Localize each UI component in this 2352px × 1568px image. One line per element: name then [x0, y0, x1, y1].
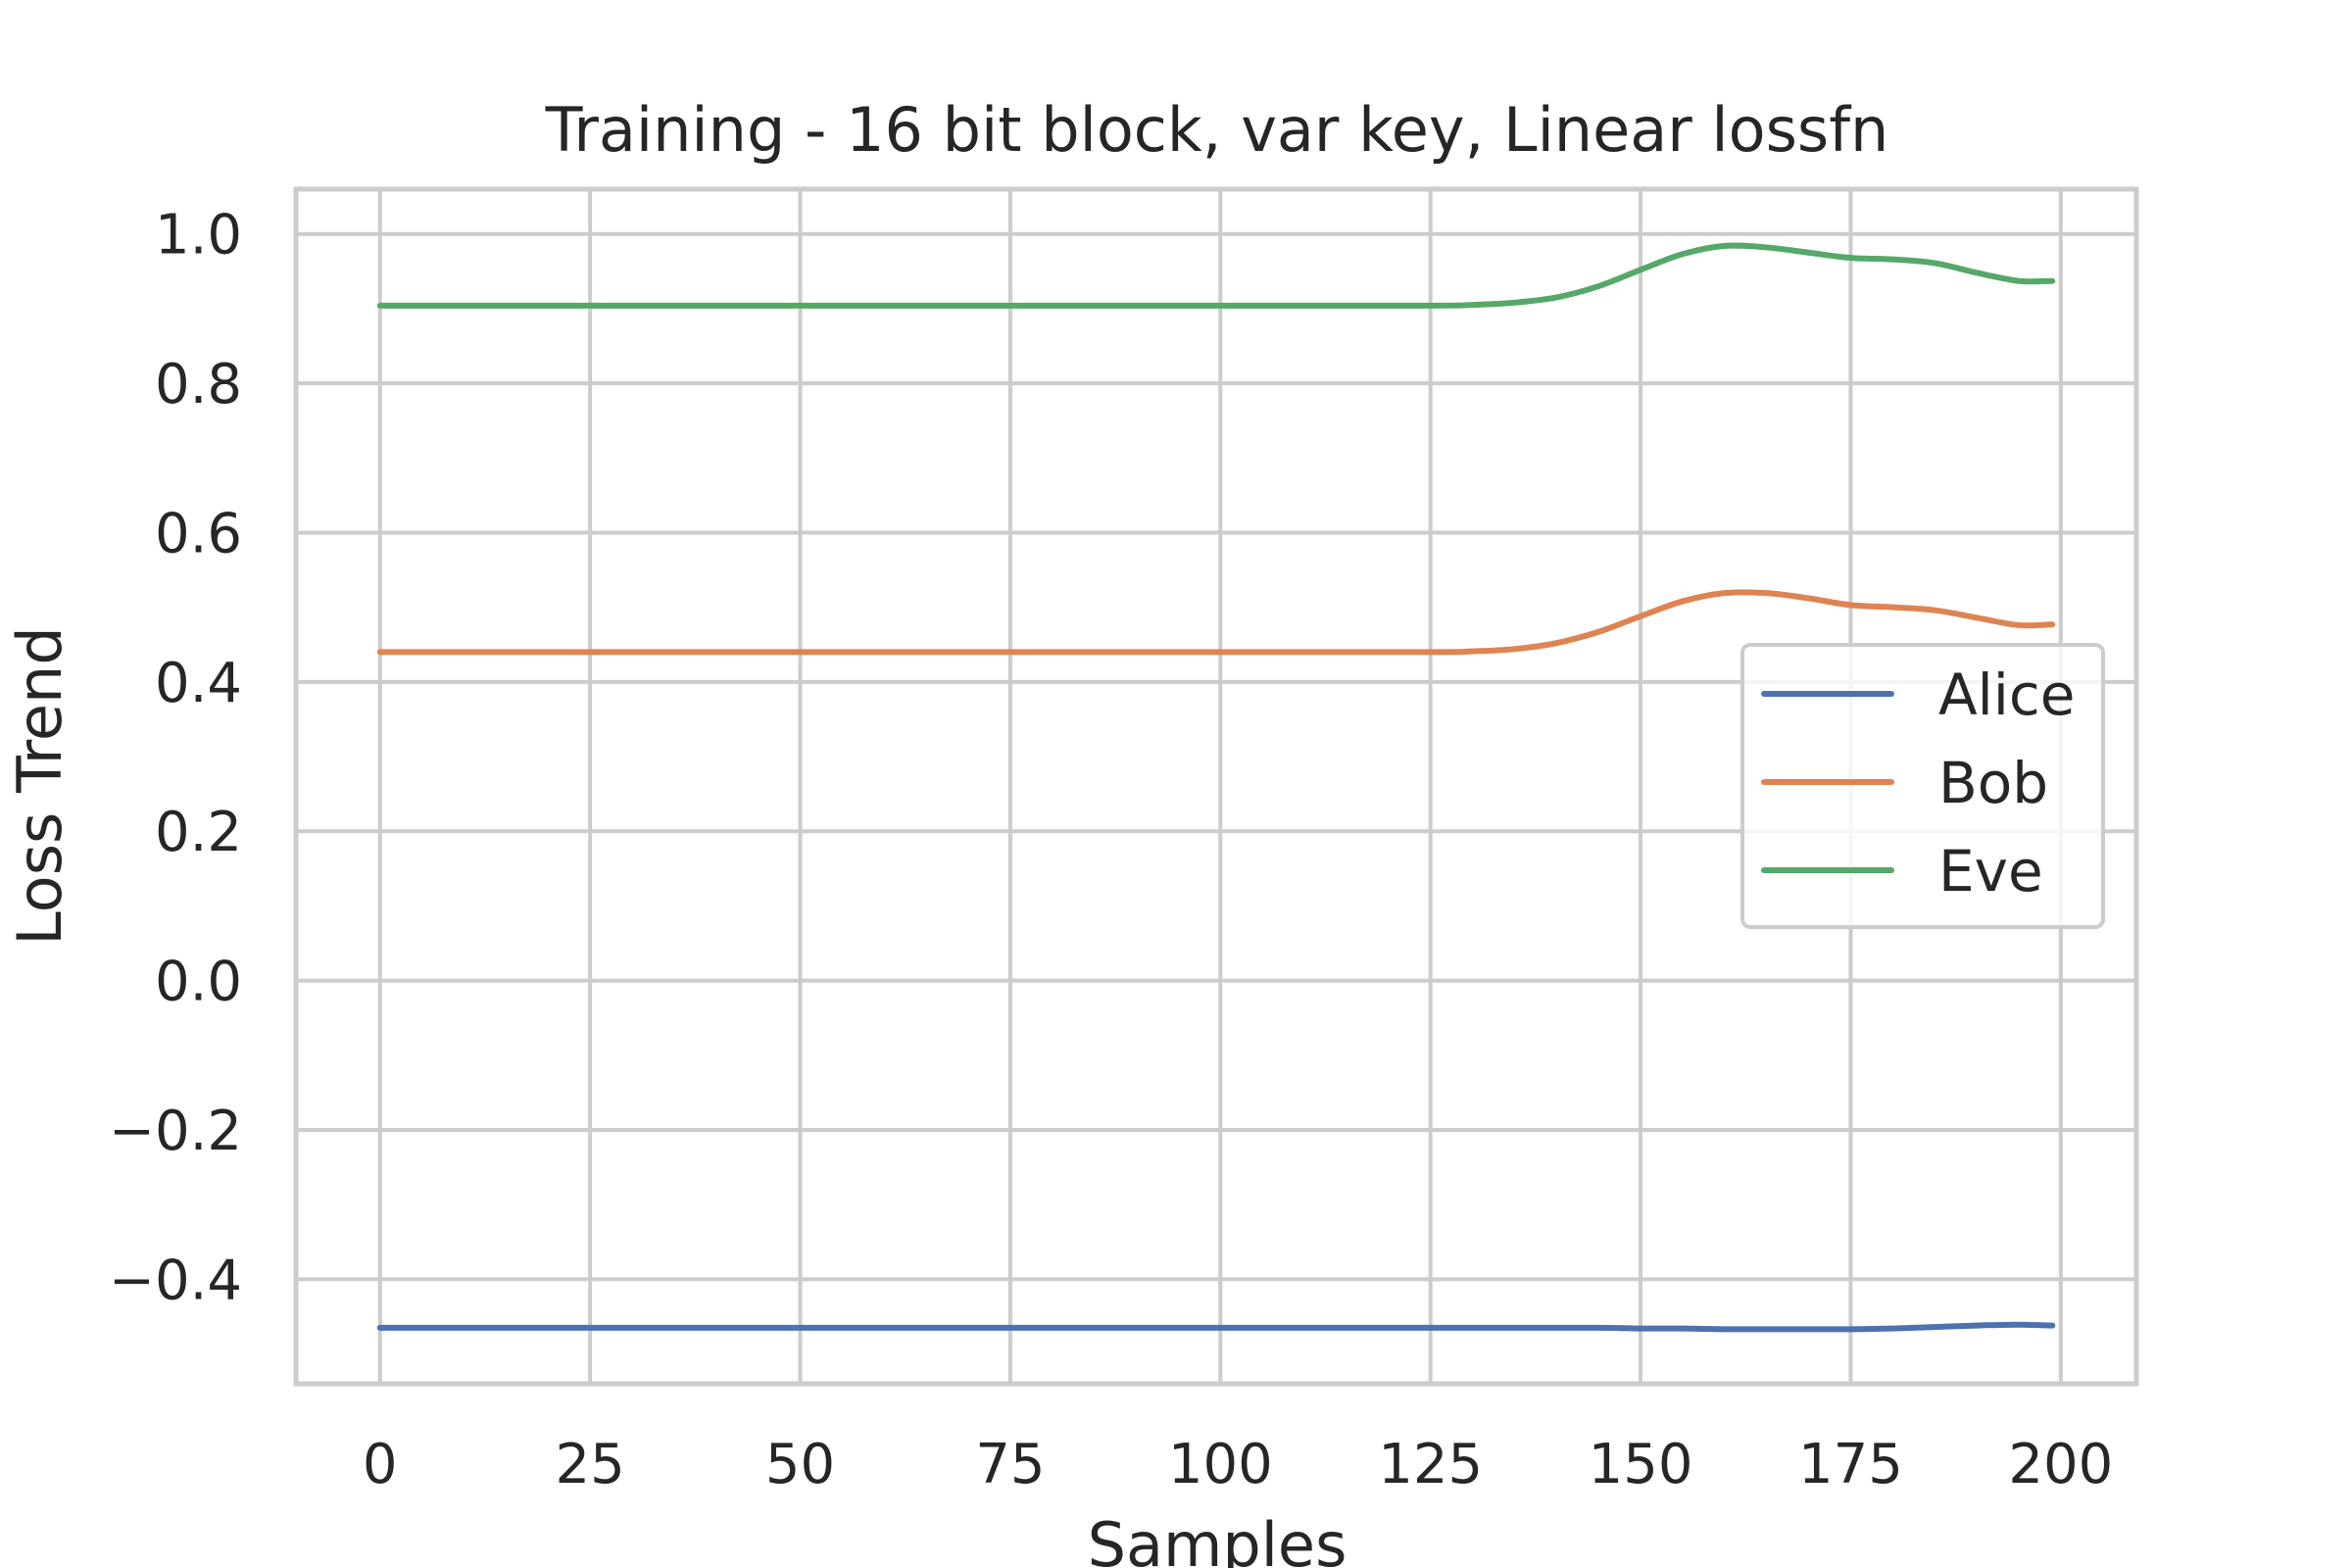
y-tick-label: −0.4 — [109, 1249, 242, 1312]
x-axis-label: Samples — [1088, 1509, 1348, 1568]
y-tick-label: 0.6 — [155, 502, 242, 565]
series-line-eve — [376, 242, 2056, 309]
series-line-alice — [376, 1321, 2056, 1333]
x-tick-label: 25 — [556, 1433, 625, 1496]
y-tick-labels: −0.4 −0.2 0.0 0.2 0.4 0.6 0.8 1.0 — [109, 204, 242, 1313]
legend-box — [1740, 643, 2105, 929]
series-line-bob — [376, 589, 2056, 656]
x-tick-labels: 0 25 50 75 100 125 150 175 200 — [363, 1433, 2113, 1496]
x-tick-label: 125 — [1378, 1433, 1483, 1496]
x-tick-label: 150 — [1589, 1433, 1693, 1496]
x-tick-label: 100 — [1168, 1433, 1273, 1496]
series-lines — [376, 242, 2056, 1333]
y-tick-label: 0.2 — [155, 801, 242, 864]
legend-label-bob: Bob — [1938, 750, 2048, 816]
x-tick-label: 175 — [1798, 1433, 1903, 1496]
x-tick-label: 0 — [363, 1433, 398, 1496]
legend: Alice Bob Eve — [1740, 643, 2105, 929]
y-tick-label: 0.8 — [155, 353, 242, 416]
legend-label-eve: Eve — [1938, 838, 2043, 905]
legend-items: Alice Bob Eve — [1761, 662, 2075, 905]
x-tick-label: 200 — [2008, 1433, 2113, 1496]
y-tick-label: 1.0 — [155, 204, 242, 268]
plot-frame — [293, 186, 2139, 1387]
y-tick-label: 0.4 — [155, 652, 242, 715]
legend-label-alice: Alice — [1938, 662, 2075, 728]
chart-title: Training - 16 bit block, var key, Linear… — [545, 94, 1889, 166]
y-tick-label: 0.0 — [155, 951, 242, 1014]
grid — [296, 189, 2136, 1384]
y-tick-label: −0.2 — [109, 1100, 242, 1163]
x-tick-label: 75 — [975, 1433, 1045, 1496]
x-tick-label: 50 — [765, 1433, 835, 1496]
y-axis-label: Loss Trend — [4, 626, 75, 945]
